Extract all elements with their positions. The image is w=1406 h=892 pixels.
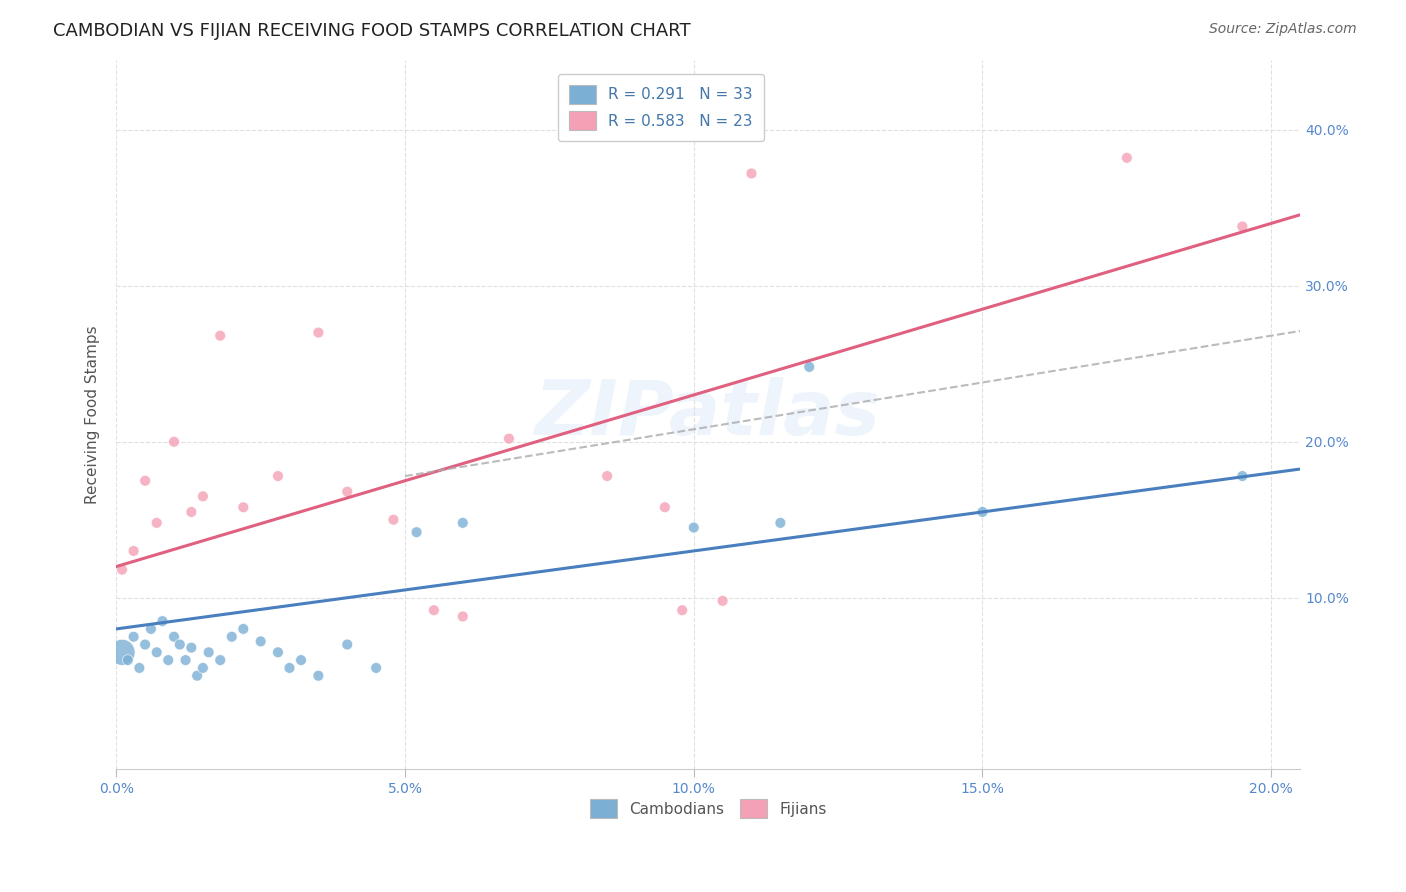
Text: Source: ZipAtlas.com: Source: ZipAtlas.com [1209,22,1357,37]
Point [366,661,388,675]
Text: CAMBODIAN VS FIJIAN RECEIVING FOOD STAMPS CORRELATION CHART: CAMBODIAN VS FIJIAN RECEIVING FOOD STAMP… [53,22,692,40]
Point [122,544,145,558]
Point [671,603,693,617]
Point [152,614,174,628]
Point [799,359,821,374]
Point [267,645,290,659]
Point [163,630,186,644]
Point [174,653,197,667]
Point [157,653,180,667]
Point [169,638,191,652]
Point [232,500,254,515]
Point [1232,219,1254,234]
Point [1115,151,1137,165]
Point [134,474,156,488]
Point [128,661,150,675]
Point [209,653,232,667]
Point [180,640,202,655]
Point [139,622,162,636]
Legend: Cambodians, Fijians: Cambodians, Fijians [582,791,834,825]
Point [122,630,145,644]
Point [711,594,734,608]
Point [290,653,312,667]
Point [191,489,214,503]
Point [197,645,219,659]
Point [249,634,271,648]
Point [423,603,446,617]
Text: ZIPatlas: ZIPatlas [536,377,882,451]
Point [451,609,474,624]
Point [111,563,134,577]
Point [278,661,301,675]
Point [307,326,329,340]
Point [163,434,186,449]
Point [336,638,359,652]
Point [232,622,254,636]
Point [191,661,214,675]
Point [186,669,208,683]
Point [405,525,427,540]
Point [134,638,156,652]
Point [972,505,994,519]
Point [221,630,243,644]
Point [451,516,474,530]
Point [117,653,139,667]
Point [180,505,202,519]
Point [740,166,762,180]
Point [209,328,232,343]
Point [596,469,619,483]
Point [769,516,792,530]
Point [336,484,359,499]
Point [111,645,134,659]
Point [307,669,329,683]
Point [382,513,405,527]
Point [267,469,290,483]
Point [654,500,676,515]
Point [682,520,704,534]
Point [498,432,520,446]
Point [145,516,167,530]
Y-axis label: Receiving Food Stamps: Receiving Food Stamps [86,326,100,504]
Point [1232,469,1254,483]
Point [145,645,167,659]
